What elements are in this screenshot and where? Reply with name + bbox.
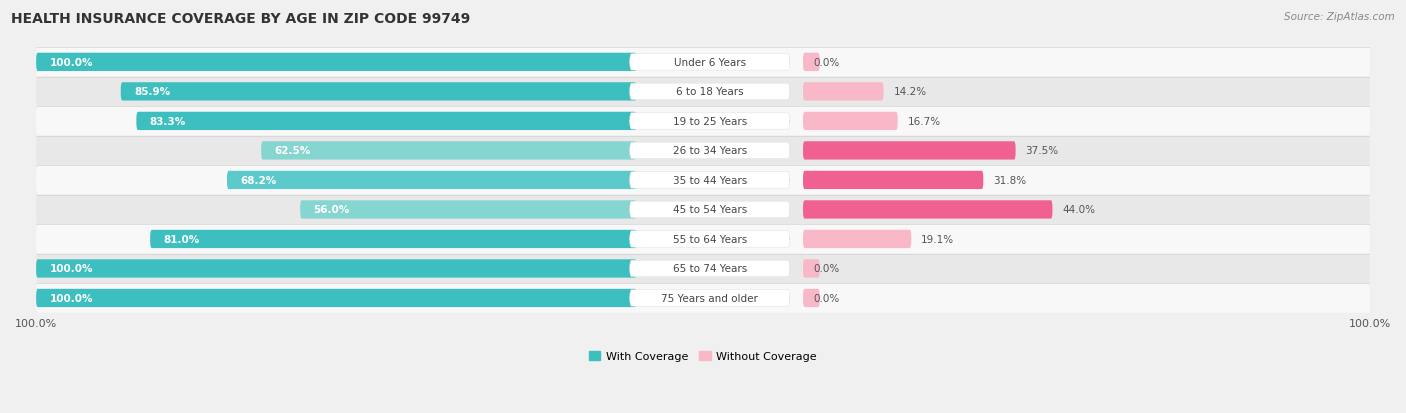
FancyBboxPatch shape	[37, 284, 1369, 313]
FancyBboxPatch shape	[630, 231, 790, 247]
Text: 14.2%: 14.2%	[894, 87, 927, 97]
Text: 37.5%: 37.5%	[1025, 146, 1059, 156]
FancyBboxPatch shape	[803, 260, 820, 278]
Text: 45 to 54 Years: 45 to 54 Years	[672, 205, 747, 215]
Text: 83.3%: 83.3%	[149, 116, 186, 127]
FancyBboxPatch shape	[803, 201, 1053, 219]
Text: 65 to 74 Years: 65 to 74 Years	[672, 264, 747, 274]
FancyBboxPatch shape	[630, 172, 790, 189]
Text: 31.8%: 31.8%	[993, 176, 1026, 185]
FancyBboxPatch shape	[262, 142, 637, 160]
Text: 6 to 18 Years: 6 to 18 Years	[676, 87, 744, 97]
FancyBboxPatch shape	[803, 83, 883, 101]
FancyBboxPatch shape	[37, 254, 1369, 284]
FancyBboxPatch shape	[630, 143, 790, 159]
FancyBboxPatch shape	[630, 114, 790, 130]
Text: 19 to 25 Years: 19 to 25 Years	[672, 116, 747, 127]
Text: 26 to 34 Years: 26 to 34 Years	[672, 146, 747, 156]
FancyBboxPatch shape	[37, 48, 1369, 78]
Text: 35 to 44 Years: 35 to 44 Years	[672, 176, 747, 185]
Text: 100.0%: 100.0%	[49, 58, 93, 68]
FancyBboxPatch shape	[37, 260, 637, 278]
Text: 0.0%: 0.0%	[813, 293, 839, 303]
Text: 81.0%: 81.0%	[163, 235, 200, 244]
FancyBboxPatch shape	[803, 230, 911, 249]
FancyBboxPatch shape	[150, 230, 637, 249]
FancyBboxPatch shape	[37, 136, 1369, 166]
FancyBboxPatch shape	[803, 142, 1015, 160]
FancyBboxPatch shape	[630, 202, 790, 218]
Text: 16.7%: 16.7%	[908, 116, 941, 127]
FancyBboxPatch shape	[301, 201, 637, 219]
Text: 56.0%: 56.0%	[314, 205, 350, 215]
Text: 44.0%: 44.0%	[1063, 205, 1095, 215]
FancyBboxPatch shape	[121, 83, 637, 101]
FancyBboxPatch shape	[37, 78, 1369, 107]
Text: 0.0%: 0.0%	[813, 264, 839, 274]
FancyBboxPatch shape	[226, 171, 637, 190]
Text: 62.5%: 62.5%	[274, 146, 311, 156]
FancyBboxPatch shape	[136, 112, 637, 131]
FancyBboxPatch shape	[37, 289, 637, 307]
FancyBboxPatch shape	[803, 289, 820, 307]
Text: Source: ZipAtlas.com: Source: ZipAtlas.com	[1284, 12, 1395, 22]
FancyBboxPatch shape	[37, 195, 1369, 225]
Text: Under 6 Years: Under 6 Years	[673, 58, 745, 68]
Text: 68.2%: 68.2%	[240, 176, 277, 185]
Text: 19.1%: 19.1%	[921, 235, 955, 244]
FancyBboxPatch shape	[630, 290, 790, 306]
FancyBboxPatch shape	[803, 112, 897, 131]
FancyBboxPatch shape	[630, 84, 790, 100]
Text: 100.0%: 100.0%	[49, 264, 93, 274]
FancyBboxPatch shape	[37, 54, 637, 72]
Text: 75 Years and older: 75 Years and older	[661, 293, 758, 303]
Text: HEALTH INSURANCE COVERAGE BY AGE IN ZIP CODE 99749: HEALTH INSURANCE COVERAGE BY AGE IN ZIP …	[11, 12, 471, 26]
FancyBboxPatch shape	[37, 166, 1369, 195]
FancyBboxPatch shape	[803, 54, 820, 72]
Legend: With Coverage, Without Coverage: With Coverage, Without Coverage	[585, 347, 821, 366]
FancyBboxPatch shape	[630, 55, 790, 71]
FancyBboxPatch shape	[37, 225, 1369, 254]
Text: 85.9%: 85.9%	[134, 87, 170, 97]
Text: 55 to 64 Years: 55 to 64 Years	[672, 235, 747, 244]
Text: 100.0%: 100.0%	[49, 293, 93, 303]
FancyBboxPatch shape	[803, 171, 983, 190]
FancyBboxPatch shape	[37, 107, 1369, 136]
FancyBboxPatch shape	[630, 261, 790, 277]
Text: 0.0%: 0.0%	[813, 58, 839, 68]
